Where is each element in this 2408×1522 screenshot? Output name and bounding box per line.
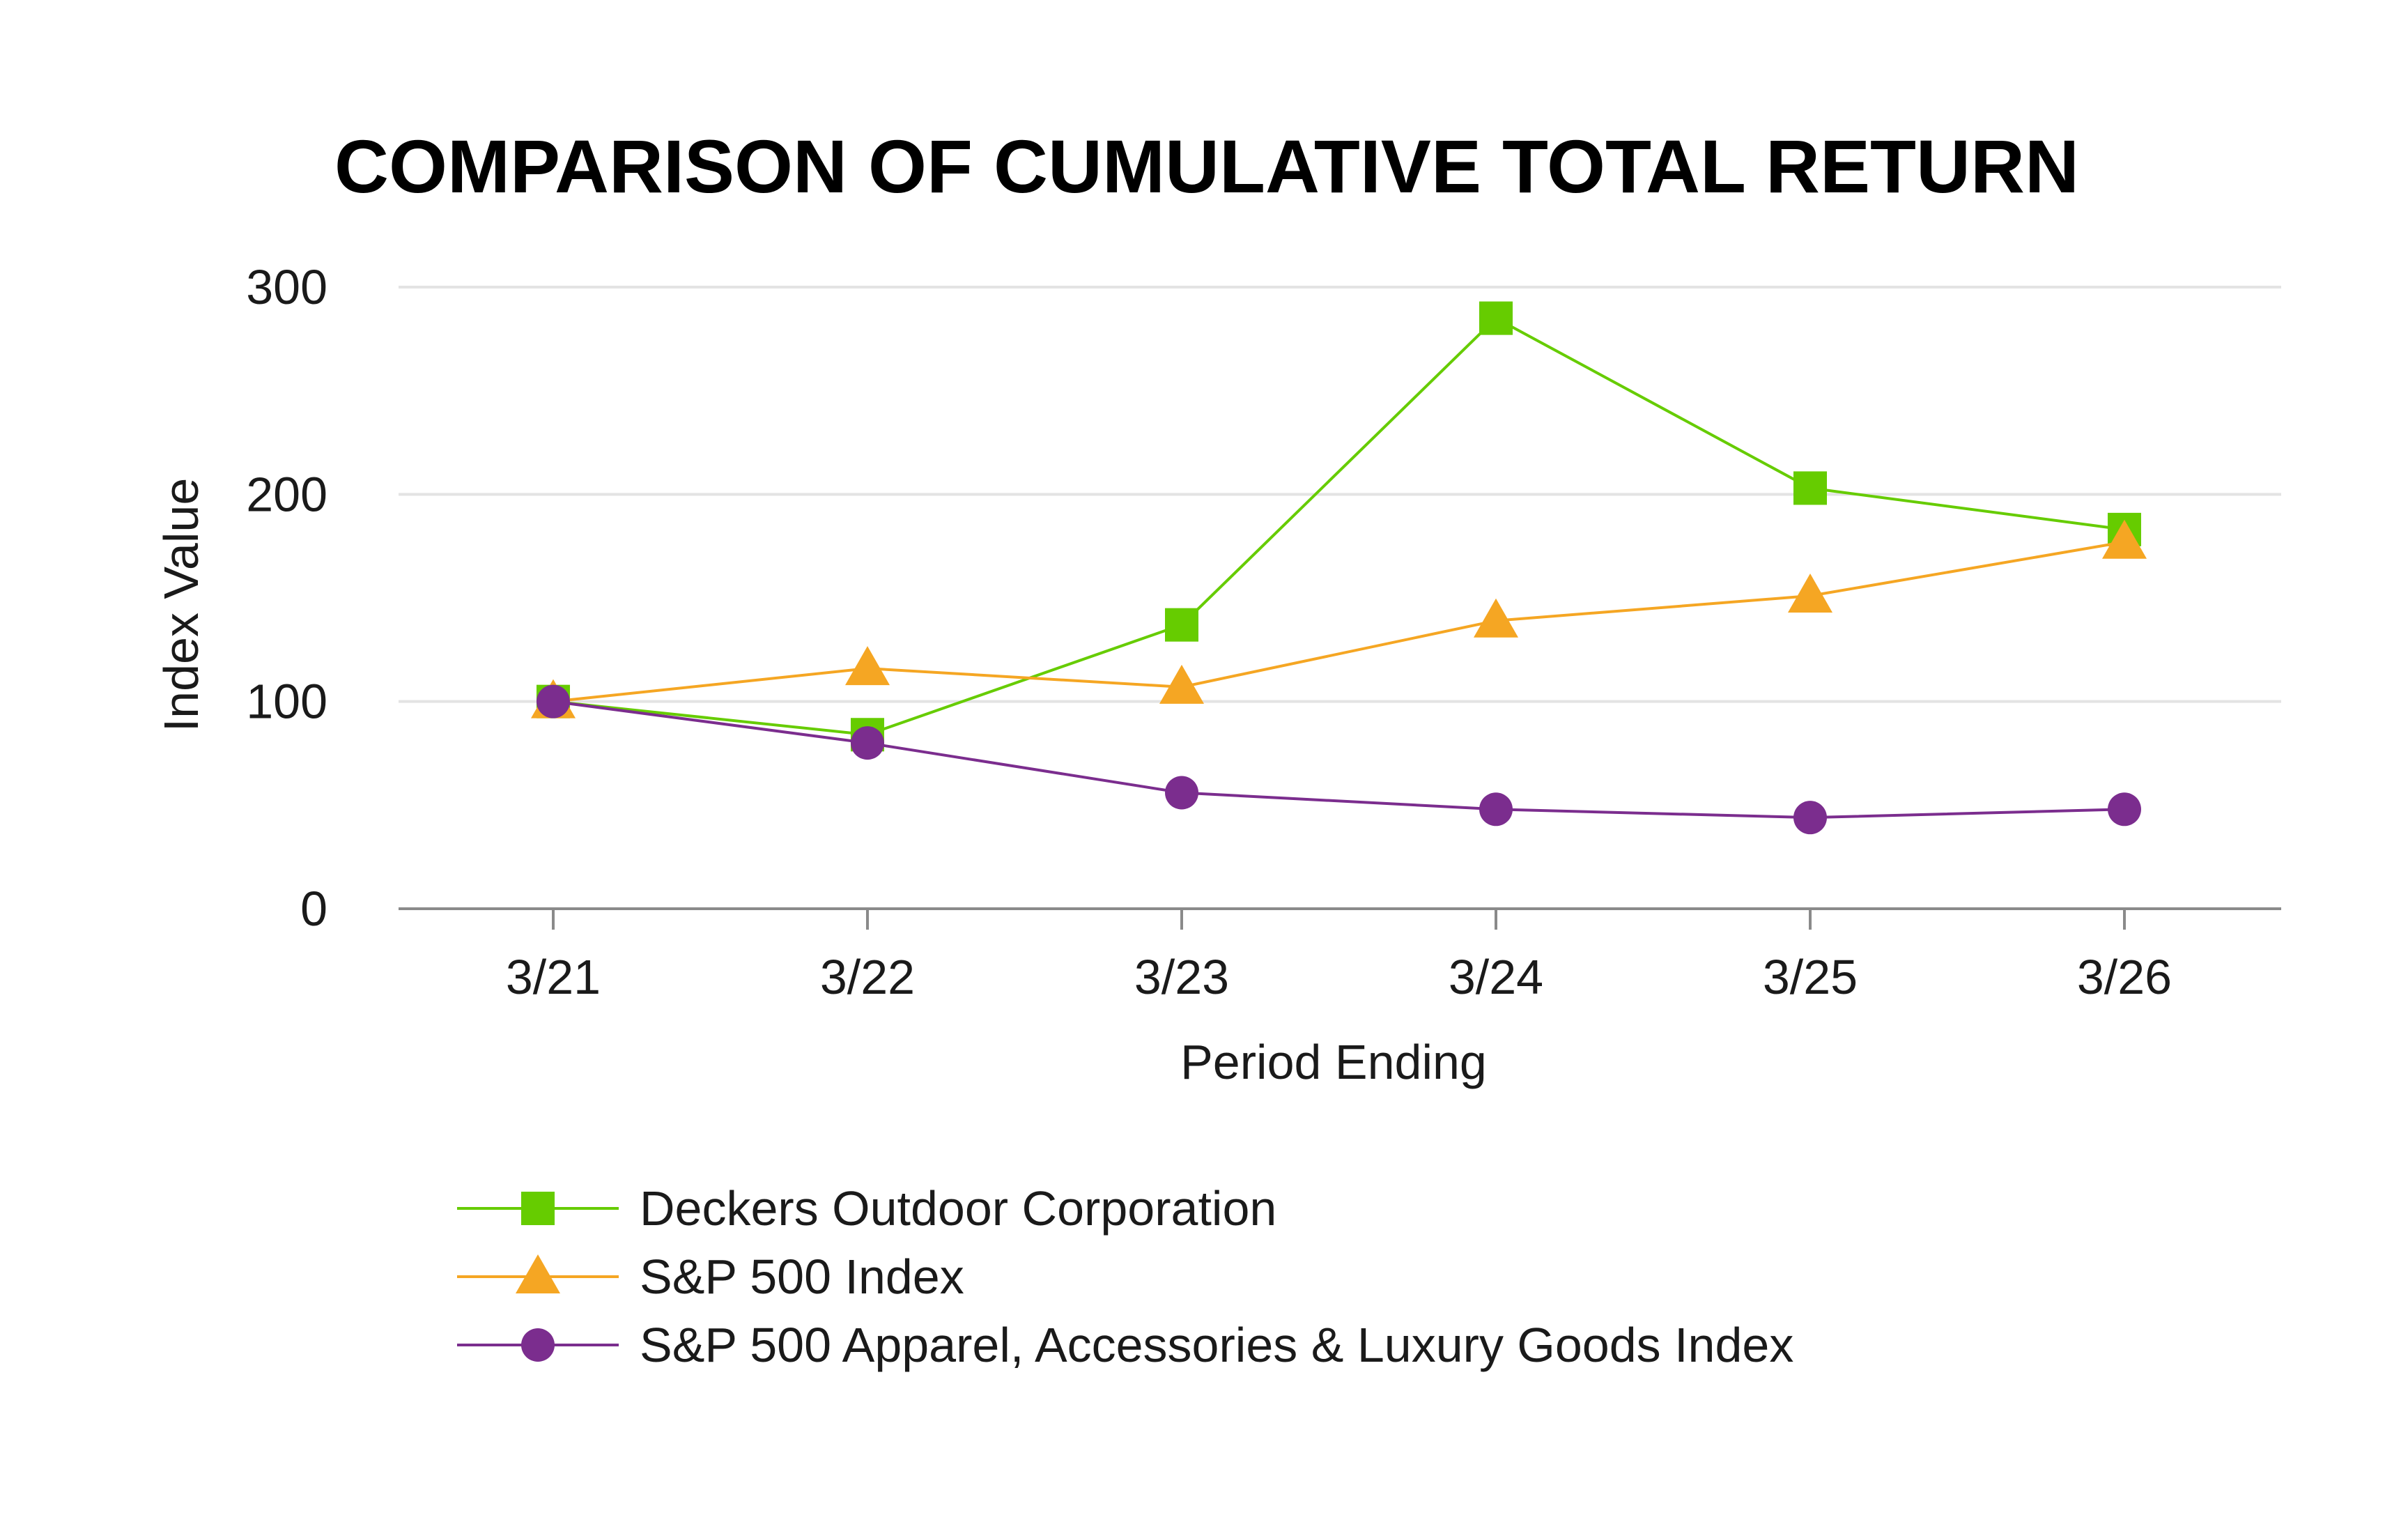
x-tick-label: 3/23 bbox=[1134, 950, 1229, 1004]
square-marker bbox=[1479, 301, 1513, 335]
legend-item: S&P 500 Apparel, Accessories & Luxury Go… bbox=[457, 1318, 1793, 1372]
circle-marker bbox=[1479, 792, 1513, 827]
triangle-marker bbox=[1788, 574, 1832, 613]
x-axis-ticks: 3/21 3/22 3/23 3/24 3/25 3/26 bbox=[506, 909, 2172, 1004]
y-axis-ticks: 0 100 200 300 bbox=[246, 260, 327, 936]
legend: Deckers Outdoor Corporation S&P 500 Index… bbox=[457, 1181, 1793, 1372]
square-marker bbox=[1793, 471, 1827, 505]
series-line bbox=[553, 540, 2125, 703]
series-triangle bbox=[531, 519, 2147, 718]
series-circle bbox=[537, 684, 2141, 835]
circle-marker bbox=[851, 726, 884, 760]
circle-marker bbox=[1165, 776, 1198, 810]
circle-marker bbox=[537, 684, 570, 718]
x-tick-label: 3/26 bbox=[2077, 950, 2172, 1004]
x-tick-label: 3/21 bbox=[506, 950, 601, 1004]
x-tick-label: 3/24 bbox=[1449, 950, 1543, 1004]
y-tick-label: 100 bbox=[246, 675, 327, 729]
chart-title: COMPARISON OF CUMULATIVE TOTAL RETURN bbox=[334, 124, 2079, 208]
gridlines bbox=[399, 286, 2281, 703]
x-tick-label: 3/25 bbox=[1763, 950, 1858, 1004]
y-tick-label: 200 bbox=[246, 467, 327, 521]
y-tick-label: 300 bbox=[246, 260, 327, 314]
legend-item: Deckers Outdoor Corporation bbox=[457, 1181, 1276, 1236]
series-line bbox=[553, 316, 2125, 737]
y-axis-title: Index Value bbox=[154, 478, 208, 732]
legend-triangle-marker bbox=[516, 1254, 560, 1293]
triangle-marker bbox=[1474, 598, 1518, 638]
legend-item: S&P 500 Index bbox=[457, 1250, 964, 1304]
legend-label: S&P 500 Index bbox=[640, 1250, 964, 1304]
circle-marker bbox=[1793, 801, 1827, 835]
x-axis-title: Period Ending bbox=[1180, 1035, 1487, 1089]
y-tick-label: 0 bbox=[300, 882, 327, 936]
legend-label: Deckers Outdoor Corporation bbox=[640, 1181, 1276, 1236]
legend-circle-marker bbox=[521, 1328, 555, 1362]
legend-label: S&P 500 Apparel, Accessories & Luxury Go… bbox=[640, 1318, 1793, 1372]
triangle-marker bbox=[845, 646, 890, 686]
square-marker bbox=[1165, 608, 1198, 642]
x-tick-label: 3/22 bbox=[820, 950, 915, 1004]
triangle-marker bbox=[1159, 664, 1204, 704]
series-group bbox=[531, 301, 2147, 835]
series-square bbox=[537, 301, 2141, 752]
series-line bbox=[553, 700, 2125, 820]
circle-marker bbox=[2108, 792, 2141, 827]
legend-square-marker bbox=[521, 1192, 555, 1225]
triangle-marker bbox=[2102, 519, 2147, 559]
